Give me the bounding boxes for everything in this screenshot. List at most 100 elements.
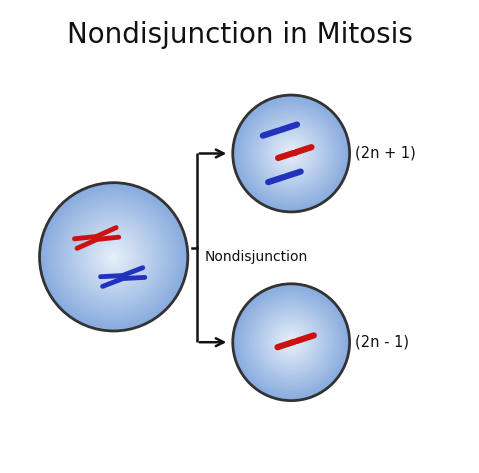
Circle shape xyxy=(244,107,338,200)
Circle shape xyxy=(95,238,132,275)
Circle shape xyxy=(234,285,348,399)
Text: Nondisjunction in Mitosis: Nondisjunction in Mitosis xyxy=(67,21,412,49)
Circle shape xyxy=(255,306,328,379)
Circle shape xyxy=(237,99,345,208)
Circle shape xyxy=(246,108,336,199)
Text: (2n - 1): (2n - 1) xyxy=(355,335,409,350)
Circle shape xyxy=(279,331,303,354)
Circle shape xyxy=(93,236,134,277)
Circle shape xyxy=(91,235,136,279)
Circle shape xyxy=(272,323,310,361)
Circle shape xyxy=(251,301,332,383)
Circle shape xyxy=(274,136,308,171)
Circle shape xyxy=(49,192,179,322)
Circle shape xyxy=(69,212,158,301)
Circle shape xyxy=(263,126,319,181)
Circle shape xyxy=(103,245,125,268)
Circle shape xyxy=(281,332,301,352)
Circle shape xyxy=(246,297,336,387)
Circle shape xyxy=(80,223,147,290)
Circle shape xyxy=(278,140,304,166)
Circle shape xyxy=(279,142,303,165)
Circle shape xyxy=(272,134,310,173)
Circle shape xyxy=(288,150,294,157)
Circle shape xyxy=(239,101,344,206)
Circle shape xyxy=(256,118,326,189)
Circle shape xyxy=(106,249,121,264)
Circle shape xyxy=(247,110,335,197)
Circle shape xyxy=(62,205,166,309)
Circle shape xyxy=(101,244,126,270)
Circle shape xyxy=(51,194,177,320)
Text: Nondisjunction: Nondisjunction xyxy=(205,250,308,264)
Circle shape xyxy=(236,98,347,209)
Circle shape xyxy=(58,201,169,313)
Circle shape xyxy=(41,184,186,329)
Circle shape xyxy=(259,122,323,185)
Circle shape xyxy=(271,133,312,174)
Circle shape xyxy=(265,127,318,180)
Circle shape xyxy=(239,289,344,395)
Circle shape xyxy=(234,96,348,210)
Circle shape xyxy=(284,335,298,350)
Circle shape xyxy=(45,188,182,325)
Circle shape xyxy=(53,196,175,318)
Circle shape xyxy=(237,288,345,396)
Circle shape xyxy=(262,313,320,371)
Circle shape xyxy=(288,339,294,345)
Circle shape xyxy=(256,307,326,377)
Circle shape xyxy=(43,186,184,327)
Circle shape xyxy=(47,190,181,324)
Circle shape xyxy=(240,291,342,394)
Circle shape xyxy=(243,105,339,201)
Circle shape xyxy=(241,104,341,203)
Circle shape xyxy=(73,216,154,298)
Circle shape xyxy=(243,294,339,390)
Circle shape xyxy=(259,310,323,374)
Circle shape xyxy=(64,207,164,307)
Circle shape xyxy=(281,143,301,164)
Circle shape xyxy=(258,308,325,376)
Circle shape xyxy=(268,130,315,177)
Circle shape xyxy=(285,148,297,159)
Circle shape xyxy=(86,229,141,285)
Circle shape xyxy=(287,338,296,347)
Circle shape xyxy=(233,284,350,401)
Circle shape xyxy=(71,214,156,299)
Circle shape xyxy=(263,315,319,370)
Circle shape xyxy=(97,240,130,273)
Circle shape xyxy=(56,200,171,314)
Circle shape xyxy=(261,123,322,184)
Circle shape xyxy=(276,328,306,357)
Circle shape xyxy=(274,324,308,360)
Circle shape xyxy=(269,320,313,364)
Circle shape xyxy=(75,218,153,296)
Circle shape xyxy=(283,145,300,162)
Circle shape xyxy=(110,253,117,261)
Circle shape xyxy=(278,329,304,355)
Circle shape xyxy=(247,298,335,386)
Text: (2n + 1): (2n + 1) xyxy=(355,146,416,161)
Circle shape xyxy=(77,220,151,294)
Circle shape xyxy=(68,210,160,303)
Circle shape xyxy=(283,333,300,351)
Circle shape xyxy=(241,293,341,392)
Circle shape xyxy=(60,203,168,311)
Circle shape xyxy=(262,124,320,183)
Circle shape xyxy=(285,336,297,348)
Circle shape xyxy=(108,251,119,263)
Circle shape xyxy=(112,255,115,259)
Circle shape xyxy=(253,115,329,192)
Circle shape xyxy=(90,233,138,281)
Circle shape xyxy=(284,146,298,161)
Circle shape xyxy=(290,341,293,344)
Circle shape xyxy=(236,287,347,398)
Circle shape xyxy=(266,317,316,367)
Circle shape xyxy=(249,111,333,196)
Circle shape xyxy=(265,316,318,368)
Circle shape xyxy=(66,209,162,305)
Circle shape xyxy=(287,149,296,158)
Circle shape xyxy=(276,139,306,168)
Circle shape xyxy=(82,225,145,289)
Circle shape xyxy=(84,227,143,287)
